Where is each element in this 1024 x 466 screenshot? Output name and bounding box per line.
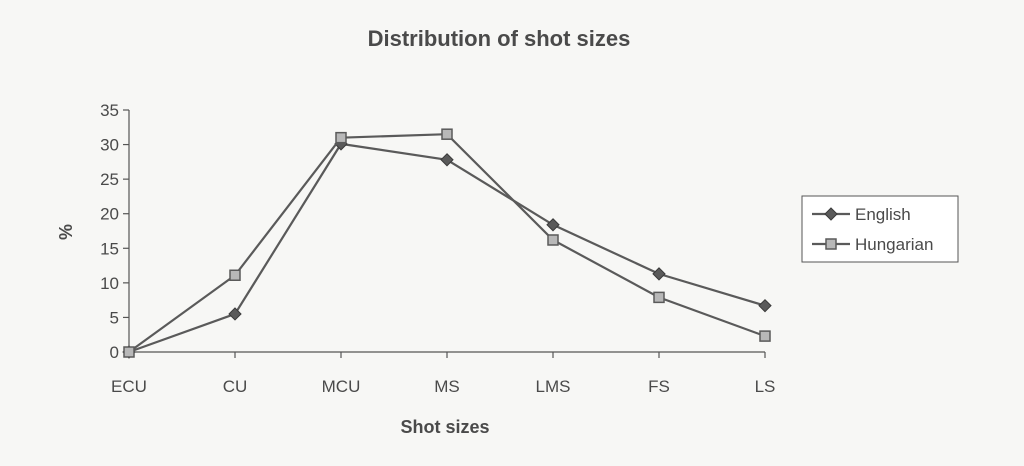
- data-point-english: [758, 298, 772, 313]
- data-point-hungarian: [547, 234, 559, 246]
- series-english: [122, 137, 772, 359]
- x-tick-label: FS: [648, 377, 670, 396]
- chart-title: Distribution of shot sizes: [368, 26, 631, 51]
- x-ticks: ECU CU MCU MS LMS FS LS: [111, 352, 775, 396]
- legend-marker: [825, 238, 837, 250]
- y-tick-label: 25: [100, 170, 119, 189]
- x-tick-label: LS: [755, 377, 776, 396]
- series-hungarian: [123, 128, 771, 358]
- data-point-hungarian: [335, 131, 347, 144]
- legend: English Hungarian: [801, 195, 959, 263]
- y-tick-label: 35: [100, 101, 119, 120]
- legend-marker: [824, 207, 838, 221]
- y-tick-label: 0: [110, 343, 119, 362]
- series-line-english: [128, 142, 766, 354]
- x-tick-label: LMS: [536, 377, 571, 396]
- x-tick-label: CU: [223, 377, 248, 396]
- y-tick-label: 20: [100, 205, 119, 224]
- series-layer: [122, 128, 772, 359]
- y-tick-label: 10: [100, 274, 119, 293]
- data-point-english: [652, 267, 666, 281]
- data-point-english: [546, 218, 560, 232]
- data-point-hungarian: [653, 291, 665, 304]
- legend-label: English: [855, 205, 911, 224]
- legend-item-hungarian: Hungarian: [812, 235, 933, 254]
- data-point-hungarian: [123, 346, 135, 358]
- y-ticks: 0 5 10 15 20 25 30 35: [100, 101, 129, 362]
- data-point-hungarian: [759, 330, 771, 342]
- y-tick-label: 5: [110, 308, 119, 327]
- legend-label: Hungarian: [855, 235, 933, 254]
- data-point-hungarian: [229, 269, 241, 282]
- x-axis-label: Shot sizes: [400, 417, 489, 437]
- data-point-hungarian: [441, 128, 453, 140]
- data-point-english: [228, 307, 242, 321]
- series-line-hungarian: [128, 133, 766, 353]
- data-point-english: [440, 153, 454, 167]
- y-tick-label: 30: [100, 136, 119, 155]
- x-tick-label: MS: [434, 377, 460, 396]
- y-axis-label: %: [56, 224, 76, 240]
- x-tick-label: ECU: [111, 377, 147, 396]
- x-tick-label: MCU: [322, 377, 361, 396]
- legend-box: [801, 195, 959, 263]
- y-tick-label: 15: [100, 239, 119, 258]
- legend-item-english: English: [812, 205, 911, 224]
